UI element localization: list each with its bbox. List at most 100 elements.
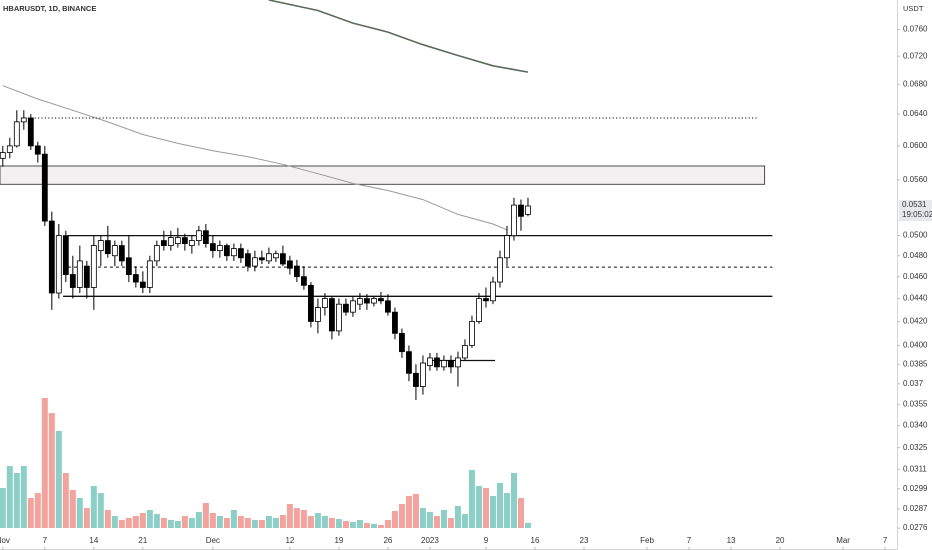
x-tick-label: 13 bbox=[727, 536, 736, 545]
volume-bar bbox=[76, 498, 83, 528]
candle-body bbox=[293, 265, 300, 278]
x-tick-label: 2023 bbox=[421, 536, 439, 545]
candle-body bbox=[223, 245, 230, 257]
candle-body bbox=[462, 345, 468, 359]
candle-body bbox=[406, 351, 412, 374]
candle-body bbox=[181, 237, 188, 244]
volume-bar bbox=[174, 521, 181, 528]
candle-body bbox=[525, 205, 531, 215]
y-tick-label: 0.0600 bbox=[903, 141, 928, 150]
candle-body bbox=[55, 235, 62, 294]
candle-body bbox=[153, 245, 160, 262]
volume-bar bbox=[461, 514, 468, 528]
volume-bar bbox=[405, 496, 412, 528]
candle-body bbox=[160, 240, 167, 246]
volume-bar bbox=[237, 516, 244, 528]
candle-body bbox=[139, 281, 146, 288]
volume-bar bbox=[314, 513, 321, 528]
volume-bar bbox=[489, 496, 496, 528]
volume-bar bbox=[251, 520, 258, 528]
x-tick-label: Feb bbox=[640, 536, 654, 545]
candle-body bbox=[364, 298, 370, 304]
candle-body bbox=[448, 360, 454, 368]
y-tick-label: 0.0440 bbox=[903, 294, 928, 303]
candle-body bbox=[511, 204, 517, 237]
volume-bar bbox=[377, 525, 384, 528]
volume-bar bbox=[475, 486, 482, 528]
volume-bar bbox=[69, 490, 76, 528]
volume-bar bbox=[279, 515, 286, 528]
candle-body bbox=[392, 311, 398, 334]
x-tick-label: 23 bbox=[580, 536, 589, 545]
candle-body bbox=[329, 298, 335, 332]
volume-bar bbox=[524, 523, 531, 528]
candle-body bbox=[237, 248, 244, 259]
y-tick-label: 0.0480 bbox=[903, 251, 928, 260]
y-tick-label: 0.0276 bbox=[903, 523, 928, 532]
plot-area bbox=[0, 0, 773, 528]
candle-body bbox=[518, 204, 524, 217]
candle-body bbox=[385, 300, 391, 313]
candle-body bbox=[469, 321, 475, 346]
price-tag-label: 0.0531 bbox=[902, 200, 927, 209]
countdown-label: 19:05:02 bbox=[902, 210, 932, 219]
candle-body bbox=[476, 298, 482, 322]
candle-body bbox=[111, 245, 118, 257]
candle-body bbox=[41, 153, 48, 222]
volume-bar bbox=[244, 518, 251, 528]
volume-bar bbox=[48, 413, 55, 528]
x-tick-label: 19 bbox=[334, 536, 343, 545]
candle-body bbox=[490, 281, 496, 302]
volume-bar bbox=[328, 518, 335, 528]
candle-body bbox=[434, 357, 440, 368]
volume-bar bbox=[34, 493, 41, 528]
volume-bar bbox=[349, 522, 356, 528]
candle-body bbox=[97, 240, 104, 252]
y-tick-label: 0.0560 bbox=[903, 175, 928, 184]
volume-bar bbox=[356, 520, 363, 528]
candle-body bbox=[315, 307, 321, 322]
x-tick-label: Mar bbox=[836, 536, 850, 545]
volume-bar bbox=[363, 523, 370, 528]
candle-body bbox=[146, 260, 153, 288]
volume-bar bbox=[300, 510, 307, 528]
y-tick-label: 0.0760 bbox=[903, 25, 928, 34]
y-tick-label: 0.0640 bbox=[903, 109, 928, 118]
moving-average bbox=[268, 0, 529, 73]
volume-bar bbox=[440, 510, 447, 528]
candle-body bbox=[209, 243, 216, 252]
candle-body bbox=[308, 284, 314, 322]
y-tick-label: 0.0400 bbox=[903, 341, 928, 350]
candle-body bbox=[188, 240, 195, 246]
y-tick-label: 0.0299 bbox=[903, 484, 928, 493]
y-tick-label: 0.0420 bbox=[903, 317, 928, 326]
candle-body bbox=[6, 145, 13, 153]
chart-title: HBARUSDT, 1D, BINANCE bbox=[3, 4, 96, 13]
candle-body bbox=[420, 362, 426, 387]
x-tick-label: Dec bbox=[206, 536, 220, 545]
volume-bar bbox=[419, 508, 426, 528]
y-tick-label: 0.0460 bbox=[903, 272, 928, 281]
volume-bar bbox=[265, 516, 272, 528]
volume-bar bbox=[342, 521, 349, 528]
volume-bar bbox=[433, 516, 440, 528]
x-tick-label: 16 bbox=[531, 536, 540, 545]
candle-body bbox=[125, 257, 132, 275]
candle-body bbox=[195, 230, 202, 241]
volume-bar bbox=[517, 498, 524, 528]
candle-body bbox=[272, 253, 279, 259]
candle-body bbox=[90, 245, 97, 288]
volume-bar bbox=[167, 520, 174, 528]
candle-body bbox=[399, 332, 405, 353]
volume-bar bbox=[55, 431, 62, 528]
volume-bar bbox=[97, 493, 104, 528]
y-tick-label: 0.0680 bbox=[903, 79, 928, 88]
volume-bar bbox=[335, 519, 342, 528]
candle-body bbox=[83, 265, 90, 288]
volume-bar bbox=[132, 516, 139, 528]
candle-body bbox=[20, 117, 27, 123]
currency-label: USDT bbox=[903, 4, 924, 13]
x-tick-label: 20 bbox=[776, 536, 785, 545]
candle-body bbox=[413, 372, 419, 387]
candle-body bbox=[104, 240, 111, 255]
